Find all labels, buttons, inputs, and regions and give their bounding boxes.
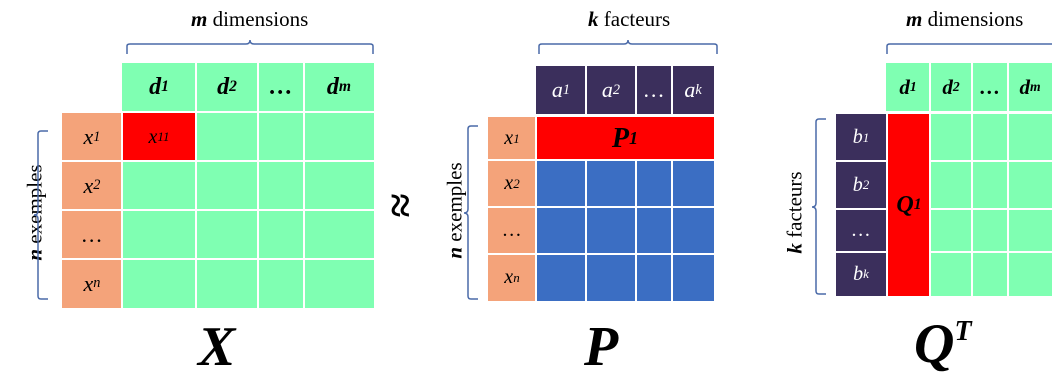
matrix-qt-row-header-bg (836, 114, 886, 296)
matrix-qt-name: QT (914, 313, 972, 375)
matrix-x-row-header: … (82, 221, 102, 247)
approx-symbol: ≈ (375, 193, 425, 218)
matrix-qt-row-header: … (852, 219, 870, 241)
matrix-p-header-bg (536, 66, 714, 114)
matrix-qt-top-label: m dimensions (906, 7, 1024, 31)
matrix-p-row-header: … (503, 219, 521, 241)
matrix-x-top-brace (126, 39, 374, 54)
matrix-x-highlight-cell: x 11 (122, 113, 196, 161)
matrix-qt-col-header: … (979, 74, 1001, 99)
matrix-qt-side-label: k facteurs (782, 171, 807, 254)
matrix-p-name: P (584, 316, 619, 378)
matrix-qt-side-brace (811, 118, 826, 295)
matrix-p-side-label: n exemples (442, 162, 467, 259)
matrix-p-top-label: k facteurs (588, 7, 671, 31)
matrix-p-top-brace (538, 39, 718, 54)
matrix-p-col-header: … (644, 77, 664, 102)
matrix-x-col-header: … (269, 73, 293, 100)
matrix-p-side-brace (463, 125, 478, 300)
matrix-x-side-brace (33, 130, 48, 300)
matrix-qt-top-brace (886, 43, 1052, 54)
matrix-x-name: X (198, 316, 236, 378)
matrix-x-top-label: m dimensions (191, 7, 309, 31)
matrix-x-body (122, 63, 374, 308)
matrix-p-row-header-bg (488, 117, 536, 301)
matrix-p-body (536, 160, 714, 301)
